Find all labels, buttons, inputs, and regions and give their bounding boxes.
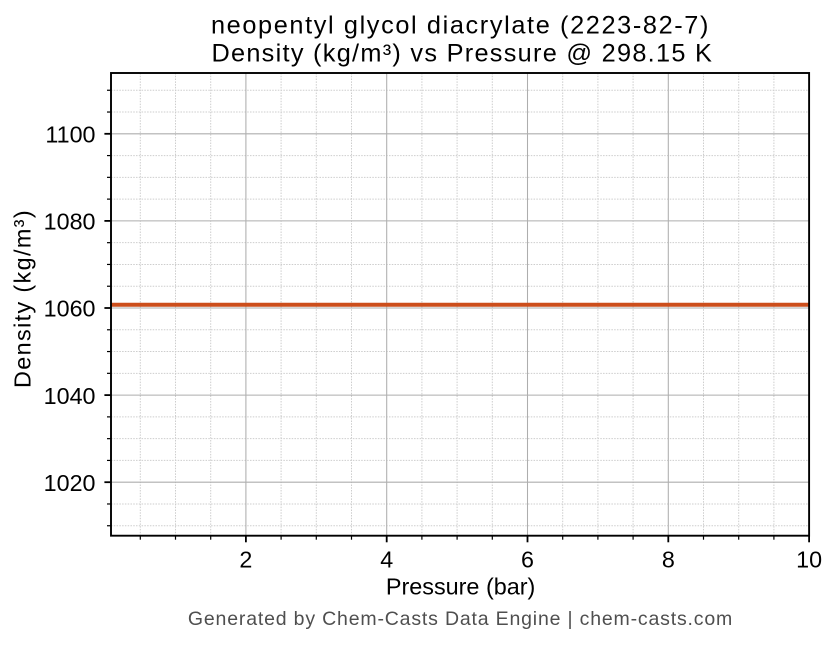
svg-text:Density (kg/m³) vs Pressure @: Density (kg/m³) vs Pressure @ 298.15 K [211, 39, 713, 67]
svg-text:10: 10 [796, 546, 822, 572]
svg-text:1020: 1020 [44, 470, 96, 496]
svg-text:1060: 1060 [44, 296, 96, 322]
svg-text:1080: 1080 [44, 209, 96, 235]
svg-text:Density (kg/m³): Density (kg/m³) [10, 209, 36, 388]
svg-text:2: 2 [239, 546, 252, 572]
svg-text:1040: 1040 [44, 383, 96, 409]
svg-text:1100: 1100 [45, 122, 95, 148]
svg-text:4: 4 [380, 546, 393, 572]
svg-text:8: 8 [662, 546, 675, 572]
svg-text:neopentyl glycol diacrylate (2: neopentyl glycol diacrylate (2223-82-7) [211, 12, 710, 40]
svg-text:6: 6 [521, 546, 534, 572]
svg-text:Pressure (bar): Pressure (bar) [386, 574, 535, 600]
svg-text:Generated by Chem-Casts Data E: Generated by Chem-Casts Data Engine | ch… [188, 608, 733, 630]
